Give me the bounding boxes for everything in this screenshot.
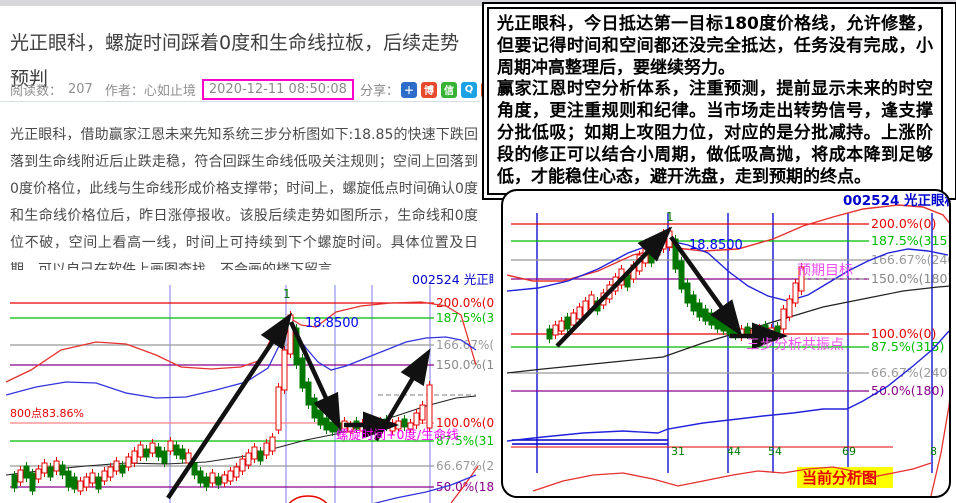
- reads-label: 阅读数：: [10, 84, 63, 99]
- svg-text:150.0%(180): 150.0%(180): [436, 358, 494, 372]
- commentary-box: 光正眼科，今日抵达第一目标180度价格线，允许修整，但要记得时间和空间都还没完全…: [482, 2, 956, 201]
- svg-text:18.8500: 18.8500: [689, 238, 743, 253]
- page-title: 光正眼科，螺旋时间踩着0度和生命线拉板，后续走势预判: [10, 31, 460, 90]
- svg-text:螺旋时间+0度/生命线: 螺旋时间+0度/生命线: [336, 427, 459, 442]
- svg-text:87.5%(315): 87.5%(315): [436, 434, 494, 448]
- weibo-icon[interactable]: 博: [420, 81, 437, 98]
- svg-text:66.67%(240): 66.67%(240): [871, 365, 949, 380]
- svg-text:66.67%(240): 66.67%(240): [436, 459, 494, 473]
- right-analysis-chart: 200.0%(0)187.5%(315)166.67%(240)150.0%(1…: [501, 189, 951, 498]
- svg-text:54: 54: [768, 445, 782, 458]
- svg-text:三步分析共振点: 三步分析共振点: [746, 337, 844, 353]
- svg-text:200.0%(0): 200.0%(0): [871, 216, 936, 231]
- share-plus-icon[interactable]: ＋: [400, 81, 417, 98]
- right-chart-svg: 200.0%(0)187.5%(315)166.67%(240)150.0%(1…: [506, 192, 949, 496]
- svg-text:166.67%(240): 166.67%(240): [436, 338, 494, 352]
- share-label: 分享：: [359, 84, 399, 99]
- qq-icon[interactable]: Q: [460, 81, 477, 98]
- reads-count: 207: [68, 82, 93, 97]
- svg-text:800点83.86%: 800点83.86%: [10, 407, 84, 420]
- commentary-paragraph-1: 光正眼科，今日抵达第一目标180度价格线，允许修整，但要记得时间和空间都还没完全…: [497, 14, 933, 78]
- article-meta: 阅读数： 207 作者： 心如止境 2020-12-11 08:50:08 分享： …: [10, 79, 517, 100]
- svg-text:87.5%(315): 87.5%(315): [871, 339, 944, 354]
- wechat-icon[interactable]: 信: [440, 81, 457, 98]
- svg-text:100.0%(0): 100.0%(0): [871, 326, 936, 341]
- svg-text:44: 44: [727, 445, 741, 458]
- svg-text:50.0%(180): 50.0%(180): [871, 383, 944, 398]
- svg-text:002524 光正眼科: 002524 光正眼科: [412, 272, 494, 287]
- commentary-paragraph-2: 赢家江恩时空分析体系，注重预测，提前显示未来的时空角度，更注重规则和纪律。当市场…: [497, 79, 933, 187]
- author-name[interactable]: 心如止境: [143, 84, 196, 99]
- svg-text:002524 光正眼科: 002524 光正眼科: [843, 192, 949, 209]
- svg-text:166.67%(240): 166.67%(240): [871, 252, 949, 267]
- svg-text:187.5%(315): 187.5%(315): [436, 311, 494, 325]
- svg-text:200.0%(0): 200.0%(0): [436, 296, 494, 310]
- meta-divider: [0, 101, 480, 102]
- svg-text:8: 8: [930, 445, 937, 458]
- left-chart-svg: 200.0%(0)187.5%(315)166.67%(240)150.0%(1…: [6, 272, 494, 503]
- svg-text:预期目标: 预期目标: [797, 263, 853, 279]
- svg-text:50.0%(180): 50.0%(180): [436, 480, 494, 494]
- svg-text:31: 31: [671, 445, 685, 458]
- svg-text:150.0%(180): 150.0%(180): [871, 271, 949, 286]
- svg-text:100.0%(0): 100.0%(0): [436, 416, 494, 430]
- publish-timestamp: 2020-12-11 08:50:08: [201, 79, 354, 100]
- svg-text:当前分析图: 当前分析图: [802, 469, 877, 487]
- svg-text:1: 1: [283, 287, 291, 301]
- left-analysis-chart: 200.0%(0)187.5%(315)166.67%(240)150.0%(1…: [6, 270, 494, 503]
- svg-text:18.8500: 18.8500: [305, 316, 359, 331]
- svg-text:1: 1: [666, 210, 674, 224]
- svg-text:187.5%(315): 187.5%(315): [871, 233, 949, 248]
- author-label: 作者：: [104, 84, 144, 99]
- top-strip: [0, 0, 956, 6]
- article-body: 光正眼科，借助赢家江恩未来先知系统三步分析图如下:18.85的快速下跌回落到生命…: [10, 127, 478, 278]
- svg-text:69: 69: [842, 445, 856, 458]
